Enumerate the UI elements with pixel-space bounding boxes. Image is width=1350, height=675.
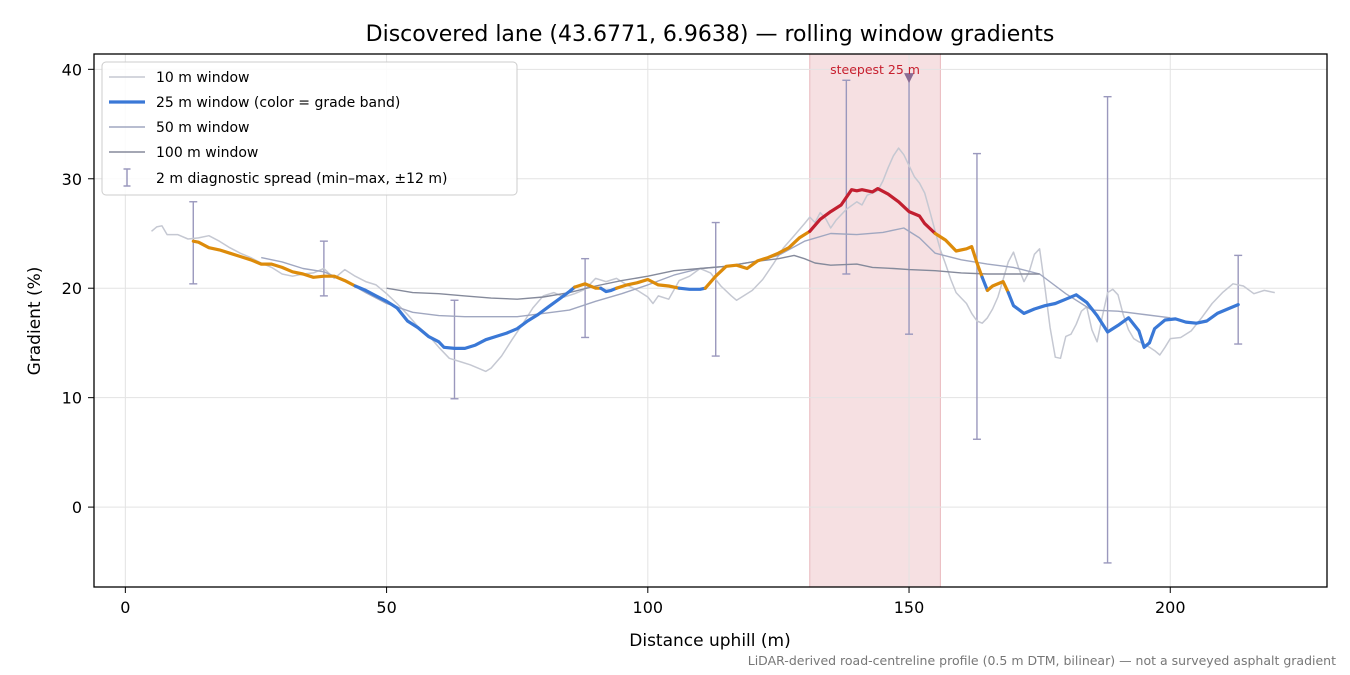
tick-layer: 0 50 100 150 200 0 10 20 30 40 — [62, 60, 1186, 617]
plot-frame — [93, 53, 1328, 588]
series-line-25m-low — [599, 286, 619, 294]
series-line-25m-high — [808, 187, 937, 236]
x-tick-label: 100 — [633, 598, 664, 617]
errorbar — [842, 79, 851, 275]
series-line-25m-mid — [933, 231, 984, 279]
chart-title: Discovered lane (43.6771, 6.9638) — roll… — [366, 22, 1055, 47]
x-tick-label: 150 — [894, 598, 925, 617]
legend-label-w25: 25 m window (color = grade band) — [156, 95, 400, 111]
errorbar — [972, 152, 981, 440]
legend-label-w100: 100 m window — [156, 145, 258, 161]
series-line-10m — [151, 147, 1275, 373]
x-axis-label: Distance uphill (m) — [629, 631, 790, 651]
legend: 10 m window 25 m window (color = grade b… — [101, 61, 518, 196]
steepest-marker — [904, 73, 915, 84]
series-line-25m-low — [677, 286, 707, 291]
steepest-label: steepest 25 m — [830, 62, 920, 77]
series-line-25m-low — [1006, 291, 1240, 349]
errorbar — [581, 257, 590, 339]
series-line-25m-mid — [191, 239, 357, 288]
legend-label-errorbar: 2 m diagnostic spread (min–max, ±12 m) — [156, 171, 447, 187]
legend-box — [101, 61, 518, 196]
y-axis-label: Gradient (%) — [25, 267, 45, 376]
series-line-25m-mid — [573, 282, 603, 290]
footnote: LiDAR-derived road-centreline profile (0… — [748, 653, 1336, 668]
grade-band-series-layer — [191, 187, 1240, 350]
y-tick-label: 0 — [72, 498, 82, 517]
steepest-window-highlight — [809, 53, 941, 588]
series-line-25m-low — [353, 284, 577, 350]
series-line-100m — [386, 254, 1040, 300]
y-tick-label: 30 — [62, 170, 82, 189]
legend-swatch-errorbar — [123, 168, 131, 187]
series-line-25m-mid — [614, 277, 681, 290]
series-line-25m-mid — [703, 229, 812, 290]
series-line-25m-mid — [985, 280, 1010, 295]
errorbar — [1234, 254, 1243, 345]
errorbar — [711, 221, 720, 357]
y-tick-label: 20 — [62, 279, 82, 298]
y-tick-label: 10 — [62, 389, 82, 408]
series-line-25m-low — [980, 275, 989, 292]
y-tick-label: 40 — [62, 60, 82, 79]
legend-label-w50: 50 m window — [156, 120, 249, 136]
legend-label-w10: 10 m window — [156, 70, 249, 86]
x-tick-label: 200 — [1155, 598, 1186, 617]
x-tick-label: 50 — [376, 598, 396, 617]
x-tick-label: 0 — [120, 598, 130, 617]
